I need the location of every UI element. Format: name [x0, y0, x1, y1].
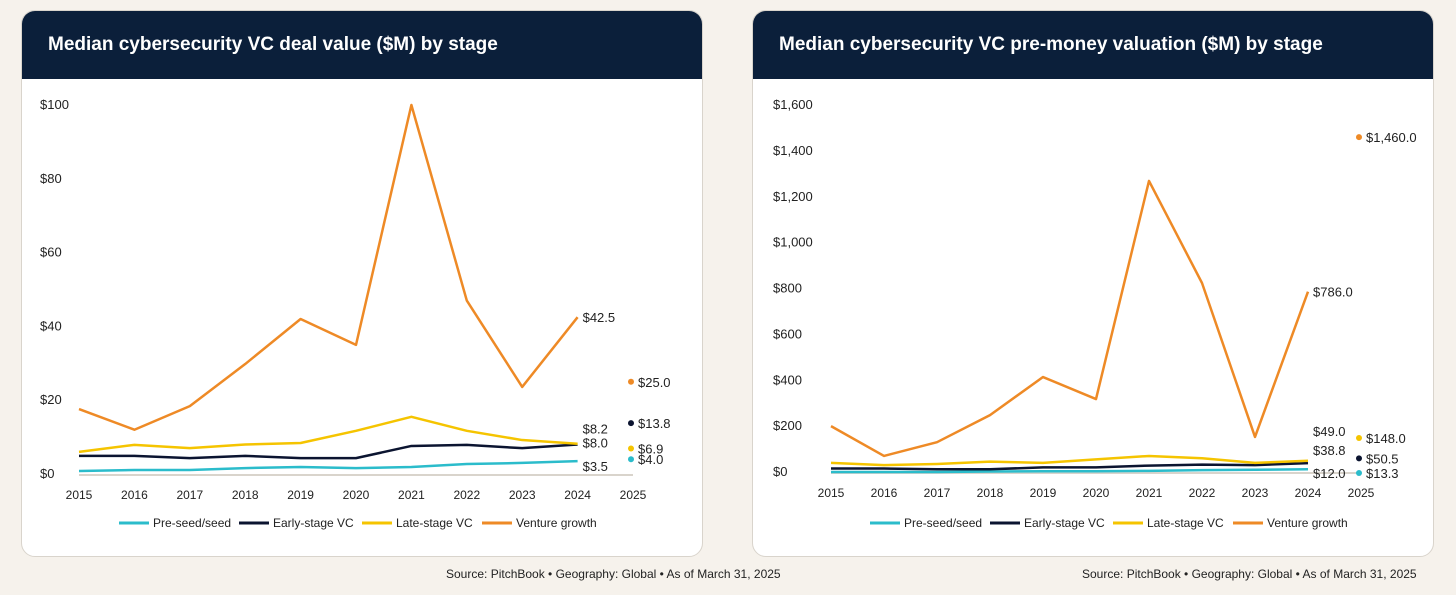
x-tick-label: 2020: [1083, 486, 1110, 500]
legend-label: Venture growth: [1267, 516, 1348, 530]
x-tick-label: 2015: [818, 486, 845, 500]
series-line-early-stage-vc: [831, 461, 1309, 471]
point-2025-label: $1,460.0: [1366, 130, 1417, 145]
x-tick-label: 2023: [509, 488, 536, 502]
end-value-label: $38.8: [1313, 443, 1346, 458]
y-tick-label: $100: [40, 97, 69, 112]
series-line-pre-seed-seed: [78, 459, 578, 473]
x-tick-label: 2024: [1295, 486, 1322, 500]
x-tick-label: 2025: [620, 488, 647, 502]
legend-label: Late-stage VC: [396, 516, 473, 530]
x-tick-label: 2023: [1242, 486, 1269, 500]
y-tick-label: $20: [40, 392, 62, 407]
x-tick-label: 2017: [924, 486, 951, 500]
source-note: Source: PitchBook • Geography: Global • …: [1082, 567, 1417, 581]
x-tick-label: 2022: [1189, 486, 1216, 500]
valuation-chart: $0 $200 $400 $600 $800 $1,000 $1,200 $1,400 $1,6…: [773, 97, 1417, 530]
chart-title: Median cybersecurity VC deal value ($M) …: [22, 11, 702, 79]
deal-value-chart: $0 $20 $40 $60 $80 $100 2015 2016 2017 2018 2019 20…: [40, 97, 671, 530]
y-tick-label: $400: [773, 372, 802, 387]
y-tick-label: $0: [773, 464, 787, 479]
point-2025: [1356, 134, 1362, 141]
legend-label: Early-stage VC: [273, 516, 354, 530]
legend-label: Late-stage VC: [1147, 516, 1224, 530]
source-note: Source: PitchBook • Geography: Global • …: [446, 567, 781, 581]
point-2025-label: $6.9: [638, 442, 663, 457]
y-tick-label: $60: [40, 245, 62, 260]
end-value-label: $49.0: [1313, 424, 1346, 439]
x-tick-label: 2016: [121, 488, 148, 502]
point-2025-label: $148.0: [1366, 431, 1406, 446]
end-value-label: $786.0: [1313, 285, 1353, 300]
end-value-label: $3.5: [583, 459, 608, 474]
legend-label: Pre-seed/seed: [153, 516, 231, 530]
point-2025-label: $4.0: [638, 452, 663, 467]
end-value-label: $42.5: [583, 310, 616, 325]
x-tick-label: 2015: [66, 488, 93, 502]
end-value-label: $12.0: [1313, 466, 1346, 481]
y-tick-label: $600: [773, 326, 802, 341]
x-tick-label: 2022: [453, 488, 480, 502]
y-tick-label: $40: [40, 318, 62, 333]
legend-label: Venture growth: [516, 516, 597, 530]
x-tick-label: 2024: [564, 488, 591, 502]
x-tick-label: 2018: [977, 486, 1004, 500]
series-line-venture-growth: [830, 179, 1310, 458]
point-2025: [1356, 455, 1362, 462]
series-line-early-stage-vc: [79, 443, 578, 460]
legend-label: Early-stage VC: [1024, 516, 1105, 530]
y-tick-label: $200: [773, 418, 802, 433]
y-tick-label: $1,400: [773, 143, 813, 158]
end-value-label: $8.0: [583, 435, 608, 450]
x-tick-label: 2017: [176, 488, 203, 502]
point-2025: [628, 456, 634, 463]
point-2025: [628, 420, 634, 427]
series-line-venture-growth: [78, 103, 579, 431]
series-line-late-stage-vc: [78, 415, 578, 454]
y-tick-label: $1,200: [773, 189, 813, 204]
x-tick-label: 2016: [871, 486, 898, 500]
x-tick-label: 2019: [287, 488, 314, 502]
series-line-pre-seed-seed: [831, 467, 1309, 474]
point-2025-label: $13.3: [1366, 466, 1399, 481]
x-tick-label: 2025: [1348, 486, 1375, 500]
x-tick-label: 2018: [232, 488, 259, 502]
x-tick-label: 2021: [398, 488, 425, 502]
end-value-label: $8.2: [583, 422, 608, 437]
deal-value-chart-card: Median cybersecurity VC deal value ($M) …: [21, 10, 703, 557]
chart-title: Median cybersecurity VC pre-money valuat…: [753, 11, 1433, 79]
point-2025-label: $50.5: [1366, 451, 1399, 466]
point-2025-label: $13.8: [638, 416, 671, 431]
y-tick-label: $0: [40, 466, 54, 481]
point-2025: [1356, 469, 1362, 476]
point-2025-label: $25.0: [638, 375, 671, 390]
series-line-late-stage-vc: [830, 454, 1309, 467]
point-2025: [628, 445, 634, 452]
point-2025: [1356, 435, 1362, 442]
y-tick-label: $1,000: [773, 235, 813, 250]
x-tick-label: 2019: [1030, 486, 1057, 500]
y-tick-label: $80: [40, 171, 62, 186]
x-tick-label: 2021: [1136, 486, 1163, 500]
y-tick-label: $1,600: [773, 97, 813, 112]
point-2025: [628, 378, 634, 385]
valuation-chart-card: Median cybersecurity VC pre-money valuat…: [752, 10, 1434, 557]
y-tick-label: $800: [773, 281, 802, 296]
x-tick-label: 2020: [343, 488, 370, 502]
legend-label: Pre-seed/seed: [904, 516, 982, 530]
